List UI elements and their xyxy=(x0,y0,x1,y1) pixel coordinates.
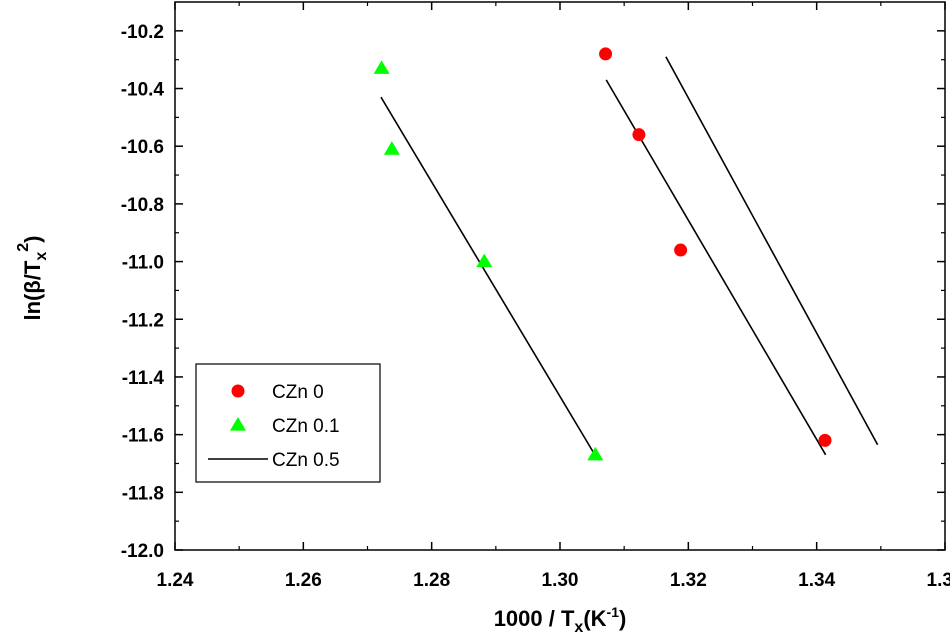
legend-marker xyxy=(230,417,246,431)
y-axis-title-prefix: ln(β/T xyxy=(20,260,45,320)
x-ticks: 1.24 1.26 1.28 1.30 1.32 1.34 1.36 xyxy=(157,2,950,591)
y-tick-label: -10.8 xyxy=(121,195,164,216)
y-tick-label: -10.4 xyxy=(121,80,165,101)
y-tick-label: -11.4 xyxy=(122,368,165,389)
x-axis-title-suffix: (K xyxy=(583,606,606,631)
y-tick-label: -11.6 xyxy=(122,426,164,447)
y-axis-title-sub: x xyxy=(33,252,50,261)
data-point xyxy=(476,253,493,268)
fit-line xyxy=(665,56,879,446)
y-tick-label: -10.2 xyxy=(121,22,164,43)
fit-line xyxy=(605,79,827,456)
data-point xyxy=(599,47,613,61)
legend-label: CZn 0 xyxy=(272,382,324,403)
fit-line xyxy=(380,96,595,454)
fit-lines xyxy=(380,56,879,456)
data-point xyxy=(632,128,646,142)
data-point xyxy=(587,446,604,461)
markers xyxy=(373,47,832,461)
x-tick-label: 1.32 xyxy=(670,570,707,591)
x-axis-title-end: ) xyxy=(619,606,626,631)
x-tick-label: 1.36 xyxy=(927,570,950,591)
x-axis-title-sup: -1 xyxy=(607,604,620,620)
y-tick-label: -12.0 xyxy=(121,541,164,562)
legend-label: CZn 0.1 xyxy=(272,416,340,437)
y-tick-label: -11.0 xyxy=(122,253,164,274)
x-tick-label: 1.26 xyxy=(285,570,322,591)
legend: CZn 0 CZn 0.1 CZn 0.5 xyxy=(195,363,381,483)
x-axis-title-sub: x xyxy=(574,619,583,636)
x-tick-label: 1.24 xyxy=(157,570,194,591)
x-tick-label: 1.30 xyxy=(542,570,579,591)
legend-marker xyxy=(231,384,245,398)
x-axis-title-prefix: 1000 / T xyxy=(494,606,575,631)
data-point xyxy=(674,243,688,257)
legend-items: CZn 0 CZn 0.1 CZn 0.5 xyxy=(208,382,340,471)
y-ticks: -12.0 -11.8 -11.6 -11.4 -11.2 -11.0 -10.8 -10.6… xyxy=(121,22,945,562)
x-tick-label: 1.28 xyxy=(413,570,450,591)
data-point xyxy=(373,60,390,74)
y-tick-label: -11.2 xyxy=(122,310,164,331)
y-axis-title-sup: 2 xyxy=(15,243,32,252)
y-axis-title-end: ) xyxy=(20,236,45,243)
x-tick-label: 1.34 xyxy=(798,570,835,591)
x-axis-title: 1000 / Tx(K-1) xyxy=(494,604,627,636)
y-axis-title: ln(β/Tx2) xyxy=(15,236,50,321)
data-point xyxy=(818,433,832,447)
data-point xyxy=(383,141,400,155)
legend-label: CZn 0.5 xyxy=(272,450,340,471)
y-tick-label: -10.6 xyxy=(121,137,164,158)
legend-box xyxy=(195,363,381,483)
y-tick-label: -11.8 xyxy=(122,483,164,504)
